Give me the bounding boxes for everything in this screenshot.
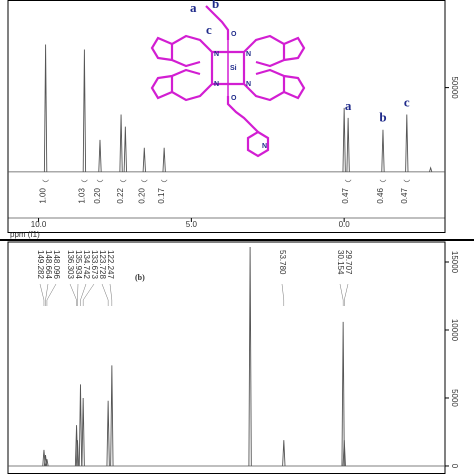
peak	[98, 139, 102, 172]
peak-label-leader	[109, 283, 113, 306]
integral-label: 0.17	[157, 188, 166, 204]
structure-label: N	[246, 81, 251, 88]
peak-label: 53.780	[278, 250, 287, 275]
integral-bracket	[403, 179, 411, 183]
integral-label: 0.47	[341, 188, 350, 204]
phthalocyanine	[150, 34, 306, 102]
structure-label: O	[231, 95, 237, 102]
peak-label: 30.154	[336, 250, 345, 275]
structure-label: Si	[230, 65, 237, 72]
peak	[248, 247, 252, 466]
peak-label: 135.934	[74, 250, 83, 279]
axial-chains	[205, 5, 259, 133]
peak-label: 134.742	[82, 250, 91, 279]
peak-letter: b	[379, 110, 386, 125]
peak	[78, 384, 83, 466]
peak	[82, 49, 87, 172]
x-tick-label: 5.0	[186, 220, 198, 229]
structure-label: N	[262, 143, 267, 150]
peak	[110, 365, 114, 466]
peak-label-leader	[281, 283, 285, 306]
peak-label-leader	[39, 283, 45, 306]
peak	[45, 459, 49, 467]
peak-label: 149.282	[36, 250, 45, 279]
peak-label-leader	[69, 283, 77, 306]
integral-label: 0.47	[400, 188, 409, 204]
structure-label: N	[214, 81, 219, 88]
molecule	[150, 5, 306, 158]
peak-letter: a	[345, 98, 352, 113]
y-tick-label: 50000	[450, 76, 459, 99]
structure-label: O	[231, 31, 237, 38]
y-tick-label: 10000	[450, 319, 459, 342]
integral-label: 0.22	[116, 188, 125, 204]
pyridine	[246, 130, 270, 158]
peak	[43, 44, 48, 172]
integral-label: 0.20	[93, 188, 102, 204]
peak-label: 29.707	[344, 250, 353, 275]
structure-label: N	[214, 51, 219, 58]
peak	[282, 440, 286, 466]
peak-label-leader	[101, 283, 109, 306]
integral-bracket	[96, 179, 104, 183]
integral-bracket	[81, 179, 88, 183]
peak	[75, 440, 80, 466]
peak-label: 133.673	[90, 250, 99, 279]
peak	[429, 166, 433, 172]
peak	[106, 400, 110, 466]
structure-label: N	[246, 51, 251, 58]
peak	[381, 129, 385, 172]
integral-label: 1.00	[39, 188, 48, 204]
peak-label-leader	[46, 283, 57, 306]
peak	[405, 114, 409, 172]
integral-label: 1.03	[77, 188, 86, 204]
peak-letter: c	[404, 95, 410, 110]
top-frame	[7, 0, 446, 233]
peak	[81, 397, 85, 466]
y-tick-label: 0	[450, 464, 459, 469]
peak-label: 122.247	[106, 250, 115, 279]
peak	[142, 147, 146, 172]
peak	[341, 321, 345, 466]
integral-bracket	[42, 179, 49, 183]
peak-label-leader	[344, 283, 349, 306]
integral-label: 0.20	[137, 188, 146, 204]
peak-label-leader	[82, 283, 95, 306]
x-tick-label: 0.0	[339, 220, 351, 229]
y-tick-label: 5000	[450, 389, 459, 407]
structure-label: c	[206, 22, 212, 37]
peak-label: 148.096	[52, 250, 61, 279]
panel-label: (b)	[135, 273, 145, 282]
y-tick-label: 15000	[450, 251, 459, 274]
peak-label-leader	[339, 283, 344, 306]
peak	[119, 114, 123, 172]
integral-bracket	[344, 179, 352, 183]
peak	[162, 147, 166, 172]
peak-label: 123.728	[98, 250, 107, 279]
integral-bracket	[141, 179, 148, 183]
peak	[346, 117, 350, 172]
integral-bracket	[119, 179, 127, 183]
peak	[342, 107, 346, 172]
integral-bracket	[379, 179, 387, 183]
structure-label: a	[190, 0, 197, 15]
peak-label-leader	[45, 283, 49, 306]
structure-label: b	[212, 0, 219, 11]
peak	[342, 440, 346, 466]
integral-label: 0.46	[376, 188, 385, 204]
x-tick-label: 10.0	[31, 220, 47, 229]
peak-label-leader	[80, 283, 87, 306]
peak-label-leader	[77, 283, 79, 306]
integral-bracket	[160, 179, 168, 183]
peak-label: 136.303	[66, 250, 75, 279]
peak	[123, 126, 127, 172]
x-axis-label: ppm (f1)	[10, 230, 40, 239]
peak-label: 148.664	[44, 250, 53, 279]
